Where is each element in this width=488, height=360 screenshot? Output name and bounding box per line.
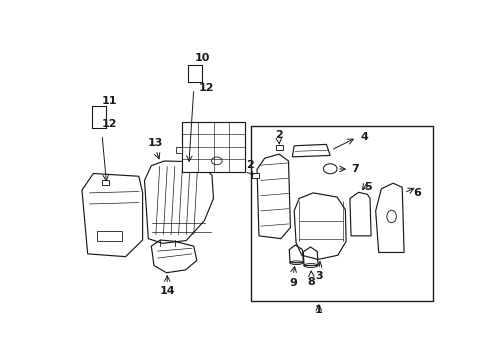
Bar — [176, 147, 182, 153]
Text: 9: 9 — [288, 278, 296, 288]
Text: 2: 2 — [245, 160, 253, 170]
Text: 11: 11 — [102, 96, 117, 107]
Bar — [97, 231, 122, 242]
Text: 13: 13 — [148, 138, 163, 148]
Text: 4: 4 — [360, 132, 367, 143]
Bar — [251, 173, 259, 177]
Bar — [275, 145, 283, 150]
Bar — [102, 180, 109, 185]
Text: 7: 7 — [350, 164, 358, 174]
Bar — [250, 126, 432, 301]
Text: 2: 2 — [275, 130, 283, 140]
Text: 6: 6 — [412, 188, 421, 198]
Text: 3: 3 — [314, 271, 322, 281]
Text: 12: 12 — [198, 82, 214, 93]
Bar — [182, 122, 244, 172]
Text: 8: 8 — [307, 276, 314, 287]
Text: 14: 14 — [159, 286, 175, 296]
Text: 1: 1 — [314, 305, 322, 315]
Text: 10: 10 — [194, 53, 210, 63]
Text: 5: 5 — [364, 183, 371, 192]
Text: 12: 12 — [102, 118, 117, 129]
